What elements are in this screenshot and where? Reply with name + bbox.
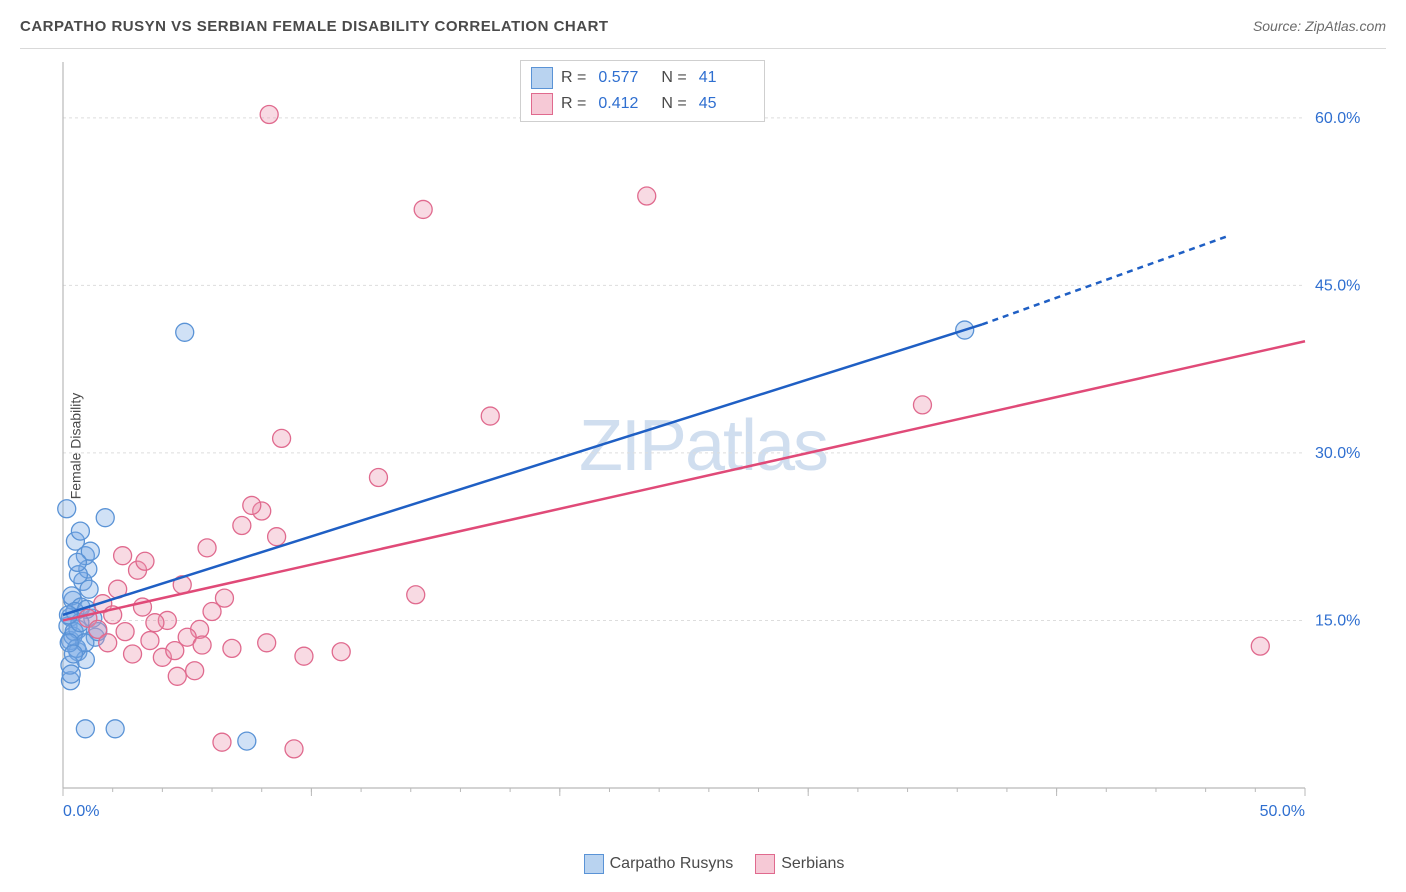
legend-row: R = 0.412 N = 45 — [531, 91, 754, 117]
n-value: 45 — [699, 95, 754, 113]
svg-text:0.0%: 0.0% — [63, 803, 99, 820]
n-label: N = — [661, 95, 686, 113]
legend-row: R = 0.577 N = 41 — [531, 65, 754, 91]
chart-container: CARPATHO RUSYN VS SERBIAN FEMALE DISABIL… — [0, 0, 1406, 892]
header: CARPATHO RUSYN VS SERBIAN FEMALE DISABIL… — [20, 18, 1386, 49]
chart-title: CARPATHO RUSYN VS SERBIAN FEMALE DISABIL… — [20, 18, 609, 35]
swatch-icon — [531, 93, 553, 115]
correlation-legend: R = 0.577 N = 41 R = 0.412 N = 45 — [520, 60, 765, 122]
svg-text:45.0%: 45.0% — [1315, 277, 1360, 294]
r-label: R = — [561, 69, 586, 87]
source-label: Source: ZipAtlas.com — [1253, 18, 1386, 34]
legend-label: Serbians — [781, 855, 844, 872]
r-label: R = — [561, 95, 586, 113]
swatch-icon — [755, 854, 775, 874]
svg-text:50.0%: 50.0% — [1260, 803, 1305, 820]
series-legend: Carpatho Rusyns Serbians — [0, 854, 1406, 874]
scatter-plot: 15.0% 30.0% 45.0% 60.0% 0.0% 50.0% — [55, 58, 1375, 828]
r-value: 0.412 — [598, 95, 653, 113]
svg-text:60.0%: 60.0% — [1315, 110, 1360, 127]
legend-label: Carpatho Rusyns — [610, 855, 734, 872]
n-value: 41 — [699, 69, 754, 87]
svg-text:15.0%: 15.0% — [1315, 612, 1360, 629]
swatch-icon — [531, 67, 553, 89]
swatch-icon — [584, 854, 604, 874]
n-label: N = — [661, 69, 686, 87]
svg-text:30.0%: 30.0% — [1315, 445, 1360, 462]
r-value: 0.577 — [598, 69, 653, 87]
